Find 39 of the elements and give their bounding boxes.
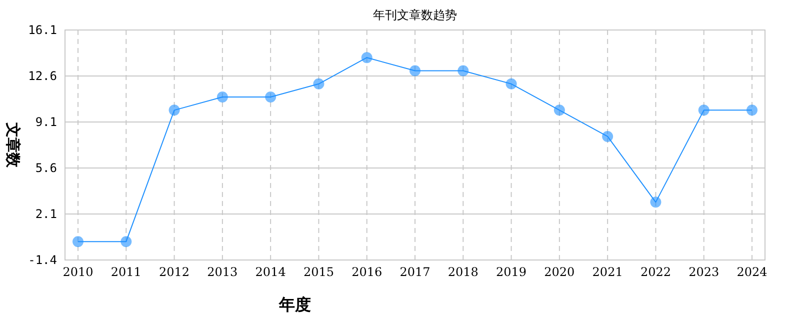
point bbox=[458, 65, 469, 76]
y-tick-label: 5.6 bbox=[35, 161, 57, 175]
x-tick-label: 2021 bbox=[592, 265, 623, 279]
point bbox=[313, 78, 324, 90]
y-tick-label: 16.1 bbox=[28, 23, 57, 37]
point bbox=[168, 104, 180, 116]
point bbox=[120, 236, 132, 248]
x-tick-label: 2011 bbox=[110, 265, 142, 279]
x-tick-label: 2013 bbox=[207, 265, 238, 279]
point bbox=[410, 65, 420, 76]
x-tick-label: 2018 bbox=[448, 265, 478, 279]
x-tick-label: 2015 bbox=[303, 265, 334, 279]
point bbox=[746, 104, 758, 116]
point bbox=[698, 104, 710, 116]
x-tick-label: 2024 bbox=[736, 265, 768, 279]
point bbox=[72, 236, 84, 248]
x-tick-label: 2010 bbox=[62, 265, 94, 279]
point bbox=[554, 104, 565, 116]
point bbox=[650, 196, 662, 208]
x-axis-title: 年度 bbox=[278, 295, 311, 314]
y-tick-label: 12.6 bbox=[28, 69, 57, 83]
x-tick-label: 2020 bbox=[544, 265, 575, 279]
point bbox=[361, 52, 372, 64]
y-tick-label: 2.1 bbox=[35, 207, 57, 221]
chart-title: 年刊文章数趋势 bbox=[373, 8, 457, 22]
point bbox=[602, 130, 614, 142]
y-tick-label: 9.1 bbox=[35, 115, 57, 129]
x-tick-label: 2017 bbox=[400, 265, 430, 279]
x-tick-label: 2014 bbox=[255, 265, 286, 279]
point bbox=[216, 92, 228, 103]
point bbox=[506, 78, 517, 90]
x-tick-label: 2016 bbox=[352, 265, 382, 279]
x-tick-label: 2023 bbox=[688, 265, 720, 279]
x-tick-label: 2022 bbox=[640, 265, 671, 279]
y-axis-title: 文章数 bbox=[4, 122, 22, 168]
x-tick-label: 2012 bbox=[159, 265, 190, 279]
x-tick-label: 2019 bbox=[496, 265, 527, 279]
y-tick-label: -1.4 bbox=[28, 253, 57, 267]
point bbox=[265, 92, 276, 103]
